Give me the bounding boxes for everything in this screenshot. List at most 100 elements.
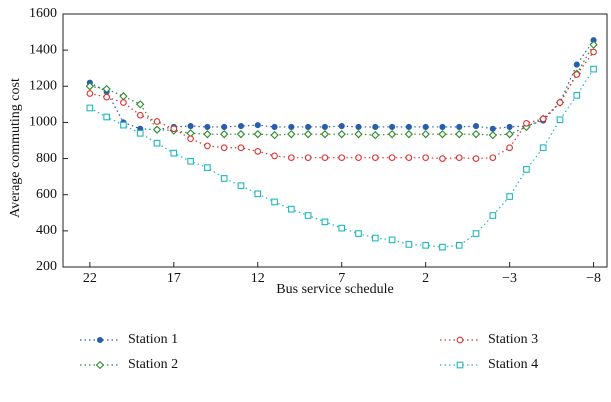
marker <box>204 123 211 130</box>
marker <box>254 190 262 198</box>
marker <box>388 236 396 244</box>
marker <box>204 164 211 171</box>
marker <box>120 121 127 129</box>
marker <box>488 130 498 140</box>
marker <box>119 92 128 101</box>
y-tick-label: 1400 <box>29 42 57 57</box>
series-line <box>89 44 595 136</box>
marker <box>472 155 480 162</box>
marker <box>389 123 396 130</box>
marker <box>338 154 346 162</box>
marker <box>254 147 262 155</box>
x-tick-label: −3 <box>502 271 517 286</box>
marker <box>472 122 480 130</box>
marker <box>355 123 362 130</box>
marker <box>456 336 464 344</box>
marker <box>103 113 111 121</box>
marker <box>456 361 464 369</box>
marker <box>523 166 530 173</box>
marker <box>505 129 514 139</box>
marker <box>170 125 178 133</box>
series-line <box>89 39 595 131</box>
marker <box>573 61 580 68</box>
marker <box>271 152 278 160</box>
x-tick-label: 12 <box>251 271 265 286</box>
marker <box>136 100 145 109</box>
y-tick-label: 200 <box>36 259 57 274</box>
marker <box>321 218 329 226</box>
marker <box>388 154 396 162</box>
marker <box>287 129 296 139</box>
marker <box>221 123 228 130</box>
marker <box>237 182 245 190</box>
marker <box>371 154 379 162</box>
marker <box>573 91 581 99</box>
marker <box>455 241 463 249</box>
legend-label: Station 4 <box>488 357 538 372</box>
marker <box>305 123 312 130</box>
marker <box>556 116 564 124</box>
x-tick-label: 7 <box>338 271 345 286</box>
marker <box>102 84 111 94</box>
marker <box>287 154 295 162</box>
x-tick-label: 2 <box>422 271 429 286</box>
marker <box>539 115 547 123</box>
x-axis-label: Bus service schedule <box>276 282 393 297</box>
marker <box>590 65 597 73</box>
x-tick-label: 22 <box>83 271 97 286</box>
marker <box>337 129 346 139</box>
y-tick-label: 400 <box>36 223 57 238</box>
marker <box>220 144 228 152</box>
marker <box>506 193 513 200</box>
marker <box>86 104 94 112</box>
marker <box>371 130 380 140</box>
marker <box>438 129 447 139</box>
marker <box>136 111 144 119</box>
y-tick-label: 1000 <box>29 115 57 130</box>
marker <box>472 230 480 237</box>
marker <box>355 230 362 237</box>
marker <box>136 129 144 137</box>
marker <box>204 142 211 150</box>
marker <box>387 129 397 139</box>
series-line <box>89 51 595 160</box>
marker <box>456 123 463 130</box>
marker <box>152 125 162 134</box>
marker <box>85 82 95 91</box>
legend-label: Station 1 <box>128 332 178 347</box>
marker <box>439 243 446 251</box>
marker <box>489 125 496 132</box>
marker <box>590 48 597 56</box>
marker <box>422 123 429 130</box>
marker <box>271 198 278 206</box>
marker <box>439 123 446 130</box>
legend-label: Station 2 <box>128 357 178 372</box>
marker <box>506 123 513 130</box>
marker <box>355 154 362 162</box>
marker <box>270 130 279 140</box>
marker <box>471 129 481 139</box>
y-tick-label: 1600 <box>29 6 57 21</box>
y-tick-label: 1200 <box>29 79 57 94</box>
marker <box>372 123 379 130</box>
marker <box>287 205 295 213</box>
marker <box>539 144 547 152</box>
marker <box>236 129 246 139</box>
legend-label: Station 3 <box>488 332 538 347</box>
marker <box>304 212 312 219</box>
marker <box>338 122 345 130</box>
marker <box>153 139 161 147</box>
marker <box>422 154 430 162</box>
marker <box>271 123 278 130</box>
marker <box>237 144 245 152</box>
marker <box>153 118 161 125</box>
marker <box>506 144 513 152</box>
marker <box>96 336 104 344</box>
marker <box>354 129 363 139</box>
x-tick-label: −8 <box>586 271 601 286</box>
marker <box>405 154 413 162</box>
marker <box>254 122 261 129</box>
marker <box>321 154 329 162</box>
marker <box>573 71 581 78</box>
